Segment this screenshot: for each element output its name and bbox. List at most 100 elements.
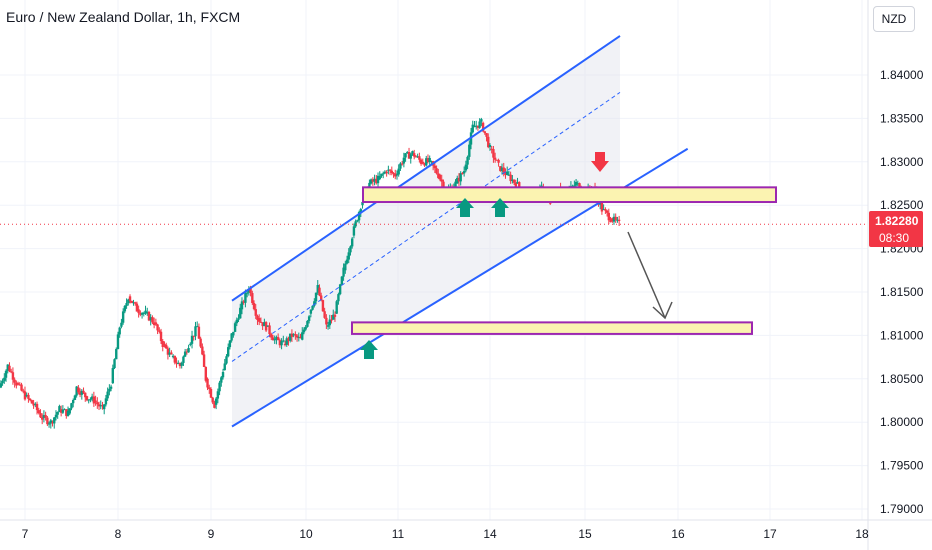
candle-body xyxy=(292,334,295,336)
candle-body xyxy=(109,386,113,389)
candle-body xyxy=(373,178,376,182)
candle-body xyxy=(94,400,97,403)
candle-body xyxy=(0,383,3,388)
candle-body xyxy=(133,302,137,304)
candle-body xyxy=(301,332,304,340)
candle-body xyxy=(375,178,378,184)
candle-body xyxy=(137,309,140,314)
candle-body xyxy=(152,322,156,326)
candle-body xyxy=(313,301,316,306)
candle-body xyxy=(335,301,338,314)
projection-arrow-line xyxy=(627,231,666,319)
candle-body xyxy=(171,355,175,358)
candle-body xyxy=(202,354,206,367)
x-tick-label: 15 xyxy=(578,527,592,541)
candle-body xyxy=(242,301,245,303)
candle-body xyxy=(356,220,359,222)
candle-body xyxy=(476,125,480,128)
candle-body xyxy=(84,392,87,398)
x-tick-label: 17 xyxy=(763,527,777,541)
candle-body xyxy=(170,352,173,355)
candle-body xyxy=(573,185,576,187)
candle-body xyxy=(46,417,49,425)
candle-body xyxy=(25,394,28,397)
candle-body xyxy=(85,396,89,401)
candle-body xyxy=(146,311,149,314)
candle-body xyxy=(328,319,332,326)
candle-body xyxy=(235,319,239,324)
candle-body xyxy=(128,296,132,301)
candle-body xyxy=(173,355,177,363)
candle-body xyxy=(397,168,400,175)
candle-body xyxy=(407,152,411,159)
candle-body xyxy=(409,154,412,159)
candle-body xyxy=(383,171,387,174)
candle-body xyxy=(70,403,73,409)
candle-body xyxy=(423,163,426,166)
candle-body xyxy=(318,287,321,296)
candle-body xyxy=(514,182,518,188)
candle-body xyxy=(497,159,500,163)
candle-body xyxy=(223,363,226,371)
candle-body xyxy=(249,287,252,294)
candle-body xyxy=(27,394,30,399)
candle-body xyxy=(166,348,170,355)
candle-body xyxy=(44,415,47,418)
x-tick-label: 7 xyxy=(22,527,29,541)
candle-body xyxy=(77,387,80,393)
candle-body xyxy=(421,161,425,164)
candle-body xyxy=(113,359,116,369)
candle-body xyxy=(461,173,464,175)
candle-body xyxy=(576,183,580,185)
candle-body xyxy=(266,325,270,327)
candle-body xyxy=(185,351,189,353)
y-tick-label: 1.83500 xyxy=(880,111,924,125)
candle-body xyxy=(288,333,292,341)
channel-area xyxy=(232,35,620,427)
candle-body xyxy=(125,303,128,306)
candle-body xyxy=(28,398,32,401)
candle-body xyxy=(225,356,228,364)
candle-body xyxy=(59,409,63,413)
candle-body xyxy=(183,351,187,357)
candle-body xyxy=(516,182,519,184)
candle-body xyxy=(283,344,287,346)
candle-body xyxy=(376,175,380,184)
candle-body xyxy=(350,238,354,247)
last-price-value: 1.82280 xyxy=(875,214,919,228)
candle-body xyxy=(471,124,474,133)
candle-body xyxy=(144,310,147,313)
candle-body xyxy=(574,181,578,186)
candle-body xyxy=(80,390,84,395)
candle-body xyxy=(437,173,440,178)
candle-body xyxy=(468,144,471,157)
candle-body xyxy=(226,347,230,357)
candle-body xyxy=(40,417,44,420)
candle-body xyxy=(485,133,488,137)
candle-body xyxy=(182,356,185,363)
currency-button[interactable]: NZD xyxy=(873,6,915,32)
chart-title: Euro / New Zealand Dollar, 1h, FXCM xyxy=(6,9,241,25)
candle-body xyxy=(63,409,66,411)
candle-body xyxy=(180,362,183,366)
candle-body xyxy=(102,404,106,410)
x-tick-label: 9 xyxy=(208,527,215,541)
resistance-zone xyxy=(362,186,777,204)
candle-body xyxy=(195,326,199,328)
candle-body xyxy=(400,163,404,165)
candle-body xyxy=(419,159,423,164)
candle-body xyxy=(254,309,257,316)
candle-body xyxy=(201,346,204,355)
candle-body xyxy=(394,173,397,177)
candle-body xyxy=(605,210,609,213)
candle-body xyxy=(61,409,65,413)
candle-body xyxy=(244,293,247,303)
candle-body xyxy=(34,403,37,405)
candle-body xyxy=(481,122,485,132)
candle-body xyxy=(338,284,342,295)
candle-body xyxy=(211,397,214,403)
candle-body xyxy=(319,295,323,301)
candle-body xyxy=(306,320,309,327)
candle-body xyxy=(106,391,109,399)
